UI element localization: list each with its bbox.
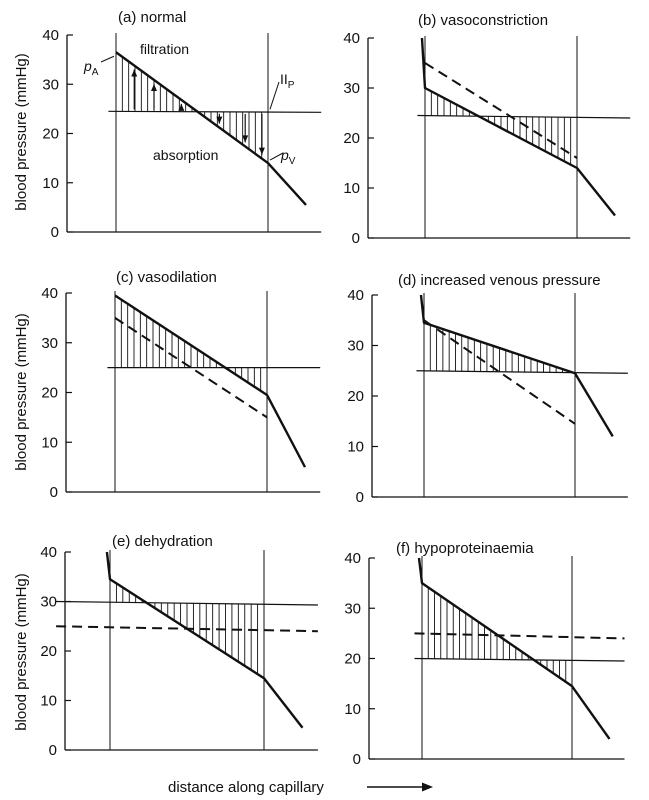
oncotic-pressure-line bbox=[414, 657, 625, 662]
y-tick-label: 0 bbox=[353, 751, 361, 768]
y-tick-label: 0 bbox=[51, 224, 59, 241]
reference-dashed-line bbox=[423, 319, 576, 425]
panel-a-normal: (a) normal blood pressure (mmHg) pA filt… bbox=[13, 9, 322, 241]
panel-title: (b) vasoconstriction bbox=[418, 12, 548, 29]
y-axis-label: blood pressure (mmHg) bbox=[13, 53, 30, 211]
capillary-pressure-line bbox=[417, 557, 611, 740]
y-axis-label: blood pressure (mmHg) bbox=[13, 313, 30, 471]
flux-arrowhead bbox=[131, 69, 138, 77]
capillary-pressure-line bbox=[420, 37, 616, 217]
y-tick-label: 20 bbox=[344, 651, 361, 668]
y-tick-label: 40 bbox=[40, 544, 57, 561]
capillary-pressure-line bbox=[114, 294, 307, 468]
capillary-pressure-line bbox=[419, 294, 614, 438]
y-tick-label: 0 bbox=[356, 489, 364, 506]
oncotic-pressure-line bbox=[417, 114, 631, 119]
y-tick-label: 40 bbox=[344, 550, 361, 567]
y-tick-label: 10 bbox=[344, 701, 361, 718]
pa-leader bbox=[100, 55, 115, 63]
y-tick-label: 10 bbox=[42, 175, 59, 192]
filtration-label: filtration bbox=[140, 41, 189, 57]
y-tick-label: 20 bbox=[347, 388, 364, 405]
y-tick-label: 10 bbox=[41, 434, 58, 451]
flux-arrowhead bbox=[151, 83, 157, 91]
y-tick-label: 10 bbox=[40, 693, 57, 710]
y-tick-label: 30 bbox=[41, 335, 58, 352]
y-tick-label: 30 bbox=[347, 338, 364, 355]
y-tick-label: 40 bbox=[347, 287, 364, 304]
x-axis-arrowhead bbox=[422, 782, 433, 792]
flux-arrowhead bbox=[258, 147, 265, 155]
pa-label: pA bbox=[83, 58, 99, 78]
y-tick-label: 20 bbox=[41, 385, 58, 402]
y-tick-label: 20 bbox=[42, 126, 59, 143]
panel-title: (d) increased venous pressure bbox=[398, 272, 601, 289]
capillary-pressure-line bbox=[105, 551, 304, 729]
panel-title: (e) dehydration bbox=[112, 533, 213, 550]
oncotic-pressure-line bbox=[416, 370, 628, 374]
panel-title: (a) normal bbox=[118, 9, 186, 26]
flux-arrowhead bbox=[178, 103, 185, 111]
y-tick-label: 30 bbox=[343, 80, 360, 97]
absorption-label: absorption bbox=[153, 147, 218, 163]
panel-title: (c) vasodilation bbox=[116, 269, 217, 286]
panel-f-hypoproteinaemia: (f) hypoproteinaemia 0 10 20 30 40 bbox=[344, 540, 625, 768]
y-tick-label: 20 bbox=[343, 130, 360, 147]
panel-b-vasoconstriction: (b) vasoconstriction 0 10 20 30 40 bbox=[343, 12, 631, 247]
reference-dashed-line bbox=[424, 62, 578, 159]
flux-arrowhead bbox=[242, 135, 249, 143]
y-tick-label: 0 bbox=[49, 742, 57, 759]
panel-c-vasodilation: (c) vasodilation blood pressure (mmHg) 0… bbox=[13, 269, 321, 501]
y-tick-label: 0 bbox=[352, 230, 360, 247]
y-tick-label: 30 bbox=[42, 76, 59, 93]
reference-dashed-line bbox=[114, 317, 268, 419]
x-axis-caption: distance along capillary bbox=[168, 779, 433, 796]
flux-arrowhead bbox=[216, 116, 223, 124]
y-tick-label: 20 bbox=[40, 643, 57, 660]
oncotic-pressure-label: IIP bbox=[280, 71, 295, 91]
capillary-pressure-line bbox=[115, 51, 307, 206]
y-tick-label: 30 bbox=[344, 600, 361, 617]
y-tick-label: 40 bbox=[42, 27, 59, 44]
y-axis-label: blood pressure (mmHg) bbox=[13, 573, 30, 731]
y-tick-label: 30 bbox=[40, 594, 57, 611]
panel-e-dehydration: (e) dehydration blood pressure (mmHg) 0 1… bbox=[13, 533, 318, 759]
panel-d-increased-venous-pressure: (d) increased venous pressure 0 10 20 30 40 bbox=[347, 272, 628, 506]
pv-label: pV bbox=[280, 147, 296, 167]
panel-title: (f) hypoproteinaemia bbox=[396, 540, 534, 557]
pv-leader bbox=[269, 152, 284, 161]
oncotic-pressure-line bbox=[108, 110, 322, 113]
x-axis-label: distance along capillary bbox=[168, 779, 324, 796]
y-tick-label: 10 bbox=[347, 439, 364, 456]
y-tick-label: 10 bbox=[343, 180, 360, 197]
oncotic-leader bbox=[269, 81, 280, 110]
y-tick-label: 0 bbox=[50, 484, 58, 501]
reference-dashed-line bbox=[56, 625, 318, 633]
reference-dashed-line bbox=[414, 632, 625, 640]
y-tick-label: 40 bbox=[343, 30, 360, 47]
y-tick-label: 40 bbox=[41, 285, 58, 302]
oncotic-pressure-line bbox=[56, 600, 318, 606]
